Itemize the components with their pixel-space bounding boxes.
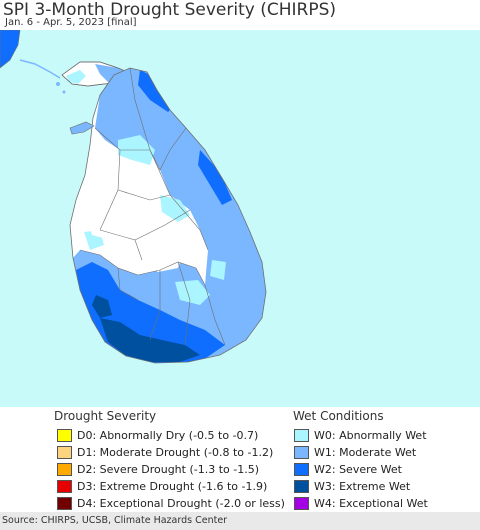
mannar-island [69, 121, 95, 135]
legend-label: W4: Exceptional Wet [314, 496, 428, 510]
map-date-range: Jan. 6 - Apr. 5, 2023 [final] [5, 17, 137, 28]
source-note: Source: CHIRPS, UCSB, Climate Hazards Ce… [0, 512, 480, 530]
island-outline [69, 67, 267, 364]
legend-swatch [57, 428, 72, 442]
map-header: SPI 3-Month Drought Severity (CHIRPS) Ja… [0, 0, 480, 30]
legend-label: D4: Exceptional Drought (-2.0 or less) [77, 496, 285, 510]
drought-legend-item: D0: Abnormally Dry (-0.5 to -0.7) [57, 427, 258, 443]
legend: Drought Severity D0: Abnormally Dry (-0.… [0, 407, 480, 510]
wet-legend-item: W4: Exceptional Wet [294, 495, 428, 511]
legend-label: W0: Abnormally Wet [314, 428, 427, 442]
sri-lanka-map [0, 30, 480, 407]
wet-legend-item: W0: Abnormally Wet [294, 427, 427, 443]
india-coast [19, 59, 61, 79]
legend-label: D3: Extreme Drought (-1.6 to -1.9) [77, 479, 268, 493]
wet-legend-title: Wet Conditions [293, 409, 384, 423]
wet-legend-item: W2: Severe Wet [294, 461, 402, 477]
legend-label: D0: Abnormally Dry (-0.5 to -0.7) [77, 428, 259, 442]
drought-legend-title: Drought Severity [54, 409, 157, 423]
legend-label: W1: Moderate Wet [314, 445, 417, 459]
legend-swatch [57, 479, 72, 493]
india-mainland [0, 30, 21, 69]
legend-swatch [294, 462, 309, 476]
drought-legend-item: D3: Extreme Drought (-1.6 to -1.9) [57, 478, 267, 494]
wet-legend-item: W3: Extreme Wet [294, 478, 410, 494]
legend-swatch [294, 445, 309, 459]
drought-legend-item: D1: Moderate Drought (-0.8 to -1.2) [57, 444, 273, 460]
legend-swatch [294, 428, 309, 442]
legend-swatch [294, 496, 309, 510]
legend-swatch [294, 479, 309, 493]
legend-swatch [57, 496, 72, 510]
legend-label: D1: Moderate Drought (-0.8 to -1.2) [77, 445, 274, 459]
legend-label: D2: Severe Drought (-1.3 to -1.5) [77, 462, 260, 476]
map-title: SPI 3-Month Drought Severity (CHIRPS) [3, 0, 337, 20]
wet-legend-item: W1: Moderate Wet [294, 444, 416, 460]
legend-swatch [57, 445, 72, 459]
drought-legend-item: D2: Severe Drought (-1.3 to -1.5) [57, 461, 259, 477]
legend-swatch [57, 462, 72, 476]
drought-legend-item: D4: Exceptional Drought (-2.0 or less) [57, 495, 285, 511]
legend-label: W3: Extreme Wet [314, 479, 411, 493]
legend-label: W2: Severe Wet [314, 462, 402, 476]
